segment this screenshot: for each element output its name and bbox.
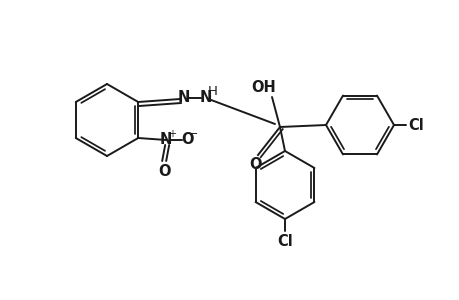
Text: N: N	[178, 89, 190, 104]
Text: O: O	[249, 157, 262, 172]
Text: O: O	[157, 164, 170, 178]
Text: Cl: Cl	[276, 233, 292, 248]
Text: OH: OH	[251, 80, 276, 94]
Text: +: +	[168, 129, 176, 139]
Text: O: O	[180, 131, 193, 146]
Text: N: N	[200, 89, 212, 104]
Text: H: H	[208, 85, 218, 98]
Text: −: −	[188, 129, 197, 139]
Text: N: N	[160, 131, 172, 146]
Text: Cl: Cl	[407, 118, 423, 133]
